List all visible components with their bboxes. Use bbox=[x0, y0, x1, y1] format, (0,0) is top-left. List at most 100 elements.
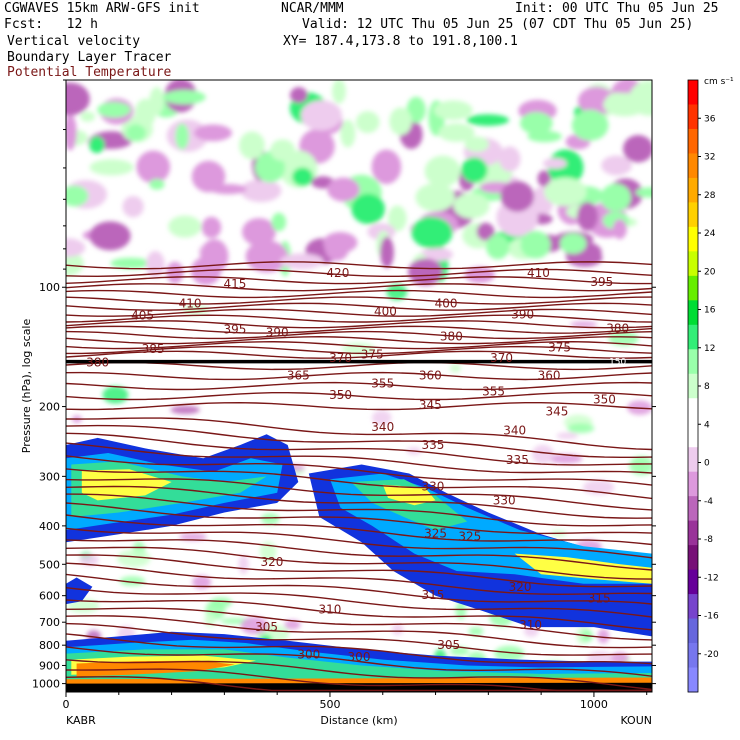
velocity-cell bbox=[170, 405, 200, 415]
colorbar-label: -4 bbox=[704, 497, 713, 507]
velocity-cell bbox=[449, 363, 461, 373]
theta-label: 325 bbox=[424, 526, 447, 540]
y-tick-label: 400 bbox=[39, 520, 60, 533]
theta-label: 300 bbox=[348, 650, 371, 664]
theta-label: 380 bbox=[606, 321, 629, 335]
velocity-cell bbox=[201, 216, 222, 239]
velocity-cell bbox=[612, 219, 627, 240]
theta-isentrope bbox=[66, 325, 652, 334]
theta-label: 335 bbox=[506, 453, 529, 467]
velocity-cell bbox=[117, 549, 151, 568]
velocity-cell bbox=[134, 98, 156, 128]
theta-label: 320 bbox=[260, 555, 283, 569]
x-axis-title: Distance (km) bbox=[320, 714, 397, 727]
theta-isentrope bbox=[66, 493, 652, 527]
velocity-cell bbox=[433, 100, 473, 120]
velocity-cell bbox=[284, 619, 301, 630]
theta-isentrope bbox=[66, 622, 652, 656]
velocity-cell bbox=[542, 158, 567, 169]
velocity-cell bbox=[168, 215, 202, 238]
velocity-cell bbox=[149, 178, 165, 190]
theta-label: 350 bbox=[593, 393, 616, 407]
colorbar-label: 20 bbox=[704, 267, 716, 277]
colorbar-label: 36 bbox=[704, 114, 716, 124]
theta-isentrope bbox=[66, 371, 652, 381]
velocity-cell bbox=[210, 597, 233, 608]
y-tick-label: 200 bbox=[39, 401, 60, 414]
velocity-cell bbox=[601, 155, 632, 176]
velocity-cell bbox=[89, 136, 105, 154]
velocity-cell bbox=[66, 185, 89, 207]
velocity-cell bbox=[371, 410, 392, 425]
velocity-cell bbox=[66, 238, 86, 258]
theta-isentrope bbox=[66, 615, 652, 649]
velocity-cell bbox=[204, 612, 216, 627]
theta-label: 305 bbox=[437, 638, 460, 652]
potential-temperature-labels: 420 410 415 405 395 390 400 400 410 395 390 380 380 3… bbox=[86, 266, 629, 664]
colorbar: 36 32 28 24 20 16 12 8 4 0 -4 -8 -12 -16 -20 bbox=[687, 79, 719, 693]
theta-isentrope bbox=[66, 539, 652, 571]
velocity-cell bbox=[242, 218, 276, 246]
tracer-layer-core bbox=[514, 553, 652, 584]
theta-label: 405 bbox=[131, 309, 154, 323]
theta-label: 315 bbox=[588, 592, 611, 606]
velocity-cell bbox=[420, 247, 453, 262]
velocity-cell bbox=[240, 179, 282, 203]
theta-label: 365 bbox=[287, 369, 310, 383]
velocity-cell bbox=[453, 192, 490, 219]
plot-area: 420 410 415 405 395 390 400 400 410 395 390 380 380 3… bbox=[65, 79, 653, 693]
colorbar-label: 32 bbox=[704, 153, 715, 163]
velocity-cell bbox=[300, 100, 342, 131]
velocity-cell bbox=[406, 96, 426, 124]
left-endpoint-label: KABR bbox=[66, 714, 96, 727]
velocity-cell bbox=[389, 107, 412, 136]
theta-isentrope bbox=[66, 527, 652, 559]
velocity-cell bbox=[567, 423, 595, 434]
colorbar-swatch bbox=[688, 643, 698, 669]
y-tick-label: 1000 bbox=[32, 678, 60, 691]
right-endpoint-label: KOUN bbox=[620, 714, 652, 727]
potential-temperature-contours bbox=[66, 261, 652, 692]
colorbar-label: -16 bbox=[704, 612, 719, 622]
velocity-cell bbox=[260, 513, 280, 525]
colorbar-swatch bbox=[688, 447, 698, 473]
velocity-cell bbox=[324, 233, 350, 261]
colorbar-swatch bbox=[688, 300, 698, 326]
theta-isentrope bbox=[66, 302, 652, 311]
velocity-cell bbox=[544, 177, 587, 207]
velocity-cell bbox=[192, 575, 212, 590]
velocity-cell bbox=[464, 136, 489, 152]
terrain bbox=[66, 682, 652, 692]
colorbar-swatch bbox=[688, 667, 698, 693]
velocity-cell bbox=[577, 202, 598, 231]
theta-isentrope bbox=[66, 276, 652, 285]
colorbar-label: -8 bbox=[704, 535, 713, 545]
velocity-cell bbox=[408, 258, 443, 286]
theta-isentrope bbox=[66, 675, 652, 692]
theta-label: 300 bbox=[297, 647, 320, 661]
theta-label: 310 bbox=[519, 618, 542, 632]
velocity-cell bbox=[466, 114, 510, 126]
colorbar-swatch bbox=[688, 520, 698, 546]
velocity-cell bbox=[559, 233, 587, 254]
theta-isentrope bbox=[66, 659, 652, 691]
velocity-cell bbox=[391, 623, 404, 636]
theta-isentrope bbox=[66, 296, 652, 305]
velocity-cell bbox=[209, 184, 247, 195]
theta-label: 420 bbox=[326, 266, 349, 280]
colorbar-swatch bbox=[688, 471, 698, 497]
y-tick-label: 500 bbox=[39, 558, 60, 571]
theta-isentrope bbox=[66, 514, 652, 546]
velocity-cell bbox=[608, 331, 639, 346]
colorbar-swatch bbox=[688, 177, 698, 203]
theta-label: 360 bbox=[538, 369, 561, 383]
theta-isentrope bbox=[66, 320, 652, 329]
velocity-cell bbox=[531, 444, 554, 464]
colorbar-swatch bbox=[688, 104, 698, 130]
velocity-cell bbox=[455, 601, 467, 620]
velocity-cell bbox=[415, 183, 456, 212]
velocity-cell bbox=[89, 221, 131, 251]
valid-time: Valid: 12 UTC Thu 05 Jun 25 (07 CDT Thu … bbox=[302, 17, 694, 32]
theta-label: 375 bbox=[361, 348, 384, 362]
velocity-cell bbox=[380, 236, 394, 268]
